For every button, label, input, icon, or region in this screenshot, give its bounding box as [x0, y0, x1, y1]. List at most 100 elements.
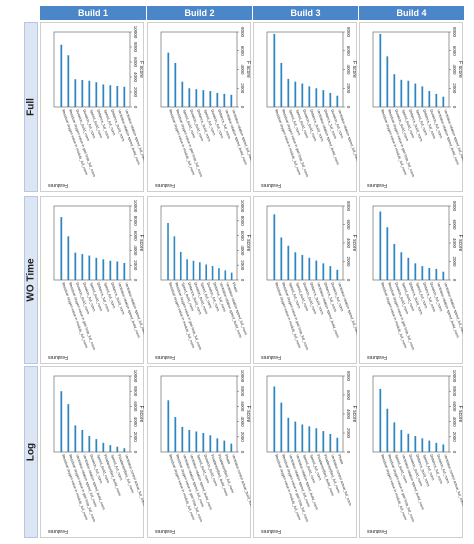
bar: [116, 446, 119, 452]
value-tick-label: 6000: [240, 401, 245, 412]
value-tick-label: 0: [346, 106, 351, 109]
bar: [74, 425, 77, 452]
bar: [186, 259, 188, 280]
bar: [223, 440, 226, 452]
bar: [294, 421, 297, 452]
value-axis-title: F score: [457, 235, 463, 252]
value-axis-title: F score: [245, 61, 251, 78]
bar: [199, 262, 201, 280]
bar: [218, 268, 220, 280]
bar: [202, 433, 205, 452]
bar: [379, 33, 382, 107]
bar: [88, 80, 91, 107]
value-tick-label: 8000: [133, 42, 138, 53]
bar: [67, 55, 70, 107]
bar: [273, 386, 276, 452]
chart-frame: [40, 22, 144, 192]
value-tick-label: 8000: [346, 371, 351, 382]
value-tick-label: 2000: [240, 260, 245, 271]
chart-frame: [147, 22, 251, 192]
value-tick-label: 4000: [346, 64, 351, 75]
row-label-log: Log: [25, 442, 37, 462]
value-tick-label: 8000: [452, 201, 457, 212]
bar: [109, 85, 112, 107]
bar: [407, 257, 410, 280]
value-tick-label: 6000: [452, 401, 457, 412]
bar: [315, 88, 318, 107]
value-tick-label: 0: [133, 106, 138, 109]
value-tick-label: 2000: [346, 428, 351, 439]
plot-area: [160, 205, 238, 281]
value-tick-label: 2000: [133, 432, 138, 443]
chart-frame: [147, 366, 251, 538]
bar: [315, 260, 318, 280]
bar: [81, 429, 84, 452]
bar: [280, 402, 283, 452]
bar: [205, 264, 207, 280]
value-axis-title: F score: [351, 61, 357, 78]
bar: [308, 426, 311, 452]
value-axis-title: F score: [351, 406, 357, 423]
bar: [442, 444, 445, 452]
value-tick-label: 10000: [240, 200, 245, 213]
bar: [428, 267, 431, 280]
bar: [273, 214, 276, 280]
value-tick-label: 10000: [240, 370, 245, 383]
plot-area: [372, 205, 450, 281]
category-axis-title: Features: [155, 528, 175, 534]
bar: [95, 439, 98, 452]
bar: [407, 433, 410, 452]
plot-area: [266, 375, 344, 453]
bar: [109, 260, 112, 280]
value-tick-label: 8000: [133, 216, 138, 227]
value-axis-title: F score: [138, 406, 144, 423]
chart-frame: [147, 196, 251, 364]
bar: [407, 80, 410, 107]
value-tick-label: 8000: [346, 27, 351, 38]
value-tick-label: 4000: [346, 409, 351, 420]
bar: [188, 429, 191, 452]
bar: [414, 83, 417, 107]
bar: [428, 91, 431, 107]
bar: [329, 266, 332, 280]
bar: [74, 252, 77, 280]
value-tick-label: 6000: [133, 57, 138, 68]
category-axis-title: Features: [261, 182, 281, 188]
value-tick-label: 10000: [133, 370, 138, 383]
bar: [67, 236, 70, 280]
bar: [209, 435, 212, 452]
value-tick-label: 2000: [133, 87, 138, 98]
bar: [123, 262, 126, 280]
bar: [400, 252, 403, 280]
value-tick-label: 4000: [452, 238, 457, 249]
value-tick-label: 8000: [240, 27, 245, 38]
value-tick-label: 0: [240, 279, 245, 282]
value-tick-label: 6000: [346, 46, 351, 57]
category-axis-title: Features: [367, 182, 387, 188]
value-tick-label: 6000: [133, 401, 138, 412]
value-tick-label: 8000: [133, 386, 138, 397]
category-axis-title: Features: [48, 354, 68, 360]
row-header-full: Full: [24, 22, 38, 192]
bar: [230, 94, 233, 107]
bar: [287, 417, 290, 452]
bar: [301, 255, 304, 280]
bar: [393, 74, 396, 107]
bar: [167, 223, 169, 280]
value-tick-label: 6000: [452, 46, 457, 57]
bar: [224, 270, 227, 280]
bar: [102, 442, 105, 452]
bar: [202, 90, 205, 107]
bar: [280, 62, 283, 107]
value-tick-label: 8000: [240, 386, 245, 397]
bar: [322, 263, 325, 280]
bar: [414, 263, 417, 280]
bar: [421, 438, 424, 452]
category-axis-title: Features: [155, 182, 175, 188]
bar: [167, 52, 170, 107]
bar: [421, 86, 424, 107]
